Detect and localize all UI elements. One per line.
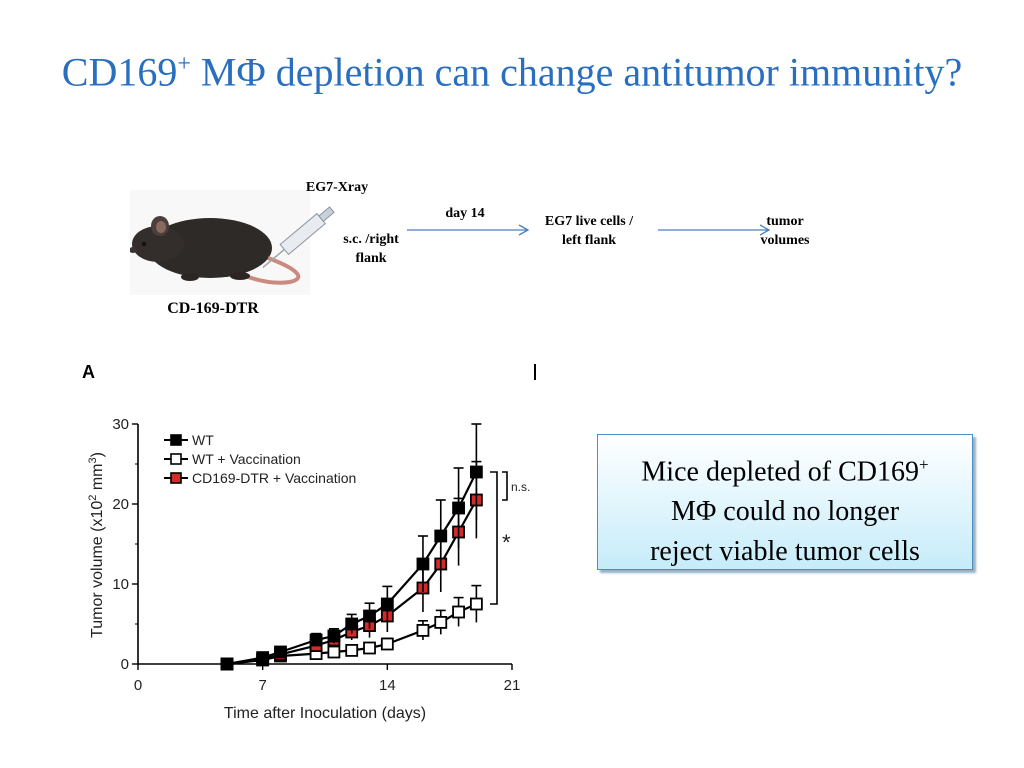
arrow1-label: day 14	[445, 206, 485, 221]
annotation-label: *	[502, 530, 511, 555]
data-point	[256, 651, 270, 665]
data-point	[363, 641, 376, 655]
data-point	[345, 643, 359, 657]
dtr-label: CD-169-DTR	[167, 300, 259, 317]
data-point	[345, 617, 359, 631]
panel-divider	[534, 364, 536, 380]
legend-label: WT	[192, 432, 214, 448]
data-point	[274, 645, 287, 659]
y-tick-label: 0	[121, 656, 129, 673]
arrow-right-icon	[658, 224, 771, 236]
y-axis-label: Tumor volume (x102 mm3)	[87, 452, 106, 638]
data-point	[434, 615, 448, 629]
legend-label: CD169-DTR + Vaccination	[192, 470, 356, 486]
x-tick-label: 0	[134, 677, 142, 694]
significance-bracket	[490, 471, 498, 605]
data-point	[220, 657, 234, 671]
data-point	[452, 501, 465, 515]
legend-label: WT + Vaccination	[192, 451, 301, 467]
data-point	[309, 633, 323, 647]
mouse-illustration	[130, 190, 310, 295]
data-point	[327, 629, 341, 643]
data-point	[380, 637, 394, 651]
challenge-label: EG7 live cells / left flank	[544, 214, 634, 248]
arrow-right-icon	[407, 224, 530, 236]
readout-label: tumor volumes	[760, 214, 810, 248]
data-point	[380, 597, 394, 611]
significance-bracket	[502, 471, 508, 501]
x-axis-label: Time after Inoculation (days)	[224, 705, 426, 722]
data-point	[452, 605, 465, 619]
slide-title: CD169+ MΦ depletion can change antitumor…	[61, 49, 963, 95]
annotation-label: n.s.	[511, 480, 530, 494]
panel-letter: A	[82, 362, 95, 382]
x-tick-label: 7	[258, 677, 266, 694]
x-tick-label: 14	[379, 677, 396, 694]
y-tick-label: 10	[112, 576, 129, 593]
y-tick-label: 30	[112, 416, 129, 433]
data-point	[363, 609, 376, 623]
legend-marker	[170, 453, 182, 465]
y-tick-label: 20	[112, 496, 129, 513]
injection-label: EG7-Xray	[305, 180, 369, 195]
data-point	[469, 597, 483, 611]
route-label: s.c. /right flank	[343, 232, 399, 266]
data-point	[416, 557, 430, 571]
data-point	[416, 623, 430, 637]
data-point	[434, 529, 448, 543]
tumor-volume-chart: Tumor volume (x102 mm3) Time after Inocu…	[87, 416, 530, 722]
data-point	[327, 645, 341, 659]
legend-marker	[170, 472, 182, 484]
data-point	[469, 465, 483, 479]
x-tick-label: 21	[504, 677, 521, 694]
syringe-illustration	[262, 206, 335, 269]
legend-marker	[170, 434, 182, 446]
conclusion-callout: Mice depleted of CD169+ MΦ could no long…	[597, 434, 973, 570]
